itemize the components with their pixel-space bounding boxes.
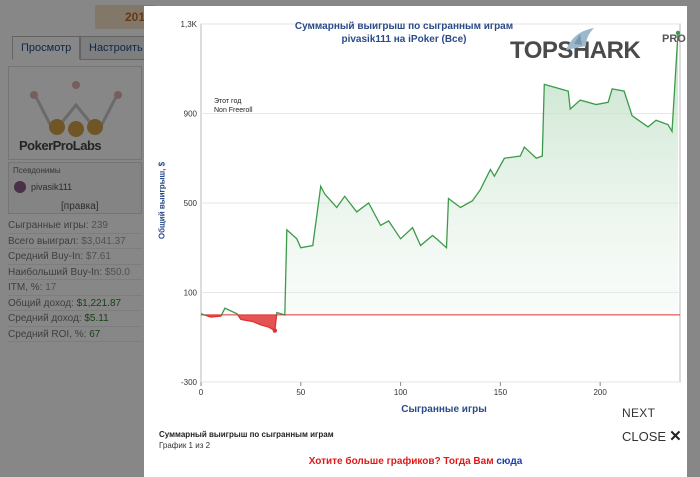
series-line-positive [201, 32, 679, 315]
aliases-panel: Псевдонимы pivasik111 [правка] [8, 162, 142, 214]
x-tick-label: 50 [296, 388, 305, 397]
promo-link[interactable]: сюда [496, 456, 523, 467]
negative-area [201, 314, 679, 331]
x-tick-label: 150 [494, 388, 508, 397]
chart-annotation-period: Этот год [214, 98, 242, 105]
alias-name[interactable]: pivasik111 [31, 182, 73, 192]
x-tick-label: 200 [593, 388, 607, 397]
tab-configure[interactable]: Настроить [80, 36, 152, 60]
stat-row: Всего выиграл: $3,041.37 [8, 234, 142, 249]
promo-text: Хотите больше графиков? Тогда Вам [308, 456, 497, 467]
stat-row: Наибольший Buy-In: $50.0 [8, 265, 142, 280]
x-tick-label: 0 [199, 388, 204, 397]
y-tick-label: -300 [181, 378, 198, 387]
positive-area [201, 32, 679, 315]
stat-row: Общий доход: $1,221.87 [8, 296, 142, 311]
y-axis-label: Общий выигрыш, $ [157, 161, 167, 240]
chart-caption: Суммарный выигрыш по сыгранным играм [159, 430, 334, 439]
promo-banner: Хотите больше графиков? Тогда Вам сюда [144, 456, 687, 467]
alias-avatar [14, 181, 26, 193]
chart-annotation-filter: Non Freeroll [214, 107, 253, 114]
edit-aliases-link[interactable]: [правка] [61, 201, 99, 212]
topshark-logo: TOPSHARK PRO [504, 28, 688, 82]
series-line-negative [202, 314, 286, 332]
shark-icon [566, 28, 594, 50]
x-axis-label: Сыгранные игры [401, 404, 487, 415]
aliases-title: Псевдонимы [13, 166, 61, 175]
crown-icon [30, 81, 122, 137]
last-point-marker [675, 30, 681, 36]
min-point-marker [272, 328, 278, 333]
logo-text: PokerProLabs [19, 138, 102, 153]
y-tick-label: 1,3K [181, 20, 198, 29]
stat-row: Сыгранные игры: 239 [8, 218, 142, 234]
stat-row: Средний доход: $5.11 [8, 311, 142, 327]
y-tick-label: 900 [184, 110, 198, 119]
close-icon: ✕ [669, 428, 682, 445]
site-logo: PokerProLabs [8, 66, 142, 160]
stat-row: ITM, %: 17 [8, 280, 142, 296]
chart-title: Суммарный выигрыш по сыгранным играм [294, 21, 514, 32]
y-tick-label: 500 [184, 199, 198, 208]
tab-view[interactable]: Просмотр [12, 36, 81, 60]
y-tick-label: 100 [184, 289, 198, 298]
close-label: CLOSE [622, 429, 667, 444]
close-button[interactable]: CLOSE ✕ [622, 427, 682, 445]
cumulative-winnings-chart: -300 100 500 900 1,3K 0 50 100 150 200 [181, 20, 681, 397]
chart-counter: График 1 из 2 [159, 441, 211, 450]
player-stats: Сыгранные игры: 239 Всего выиграл: $3,04… [8, 218, 142, 342]
next-button[interactable]: NEXT [622, 406, 656, 420]
chart-modal: -300 100 500 900 1,3K 0 50 100 150 200 Суммарный … [144, 6, 687, 477]
chart-subtitle: pivasik111 на iPoker (Все) [341, 34, 467, 45]
stat-row: Средний ROI, %: 67 [8, 327, 142, 342]
x-tick-label: 100 [394, 388, 408, 397]
stat-row: Средний Buy-In: $7.61 [8, 249, 142, 265]
brand-pro-badge: PRO [662, 33, 686, 45]
